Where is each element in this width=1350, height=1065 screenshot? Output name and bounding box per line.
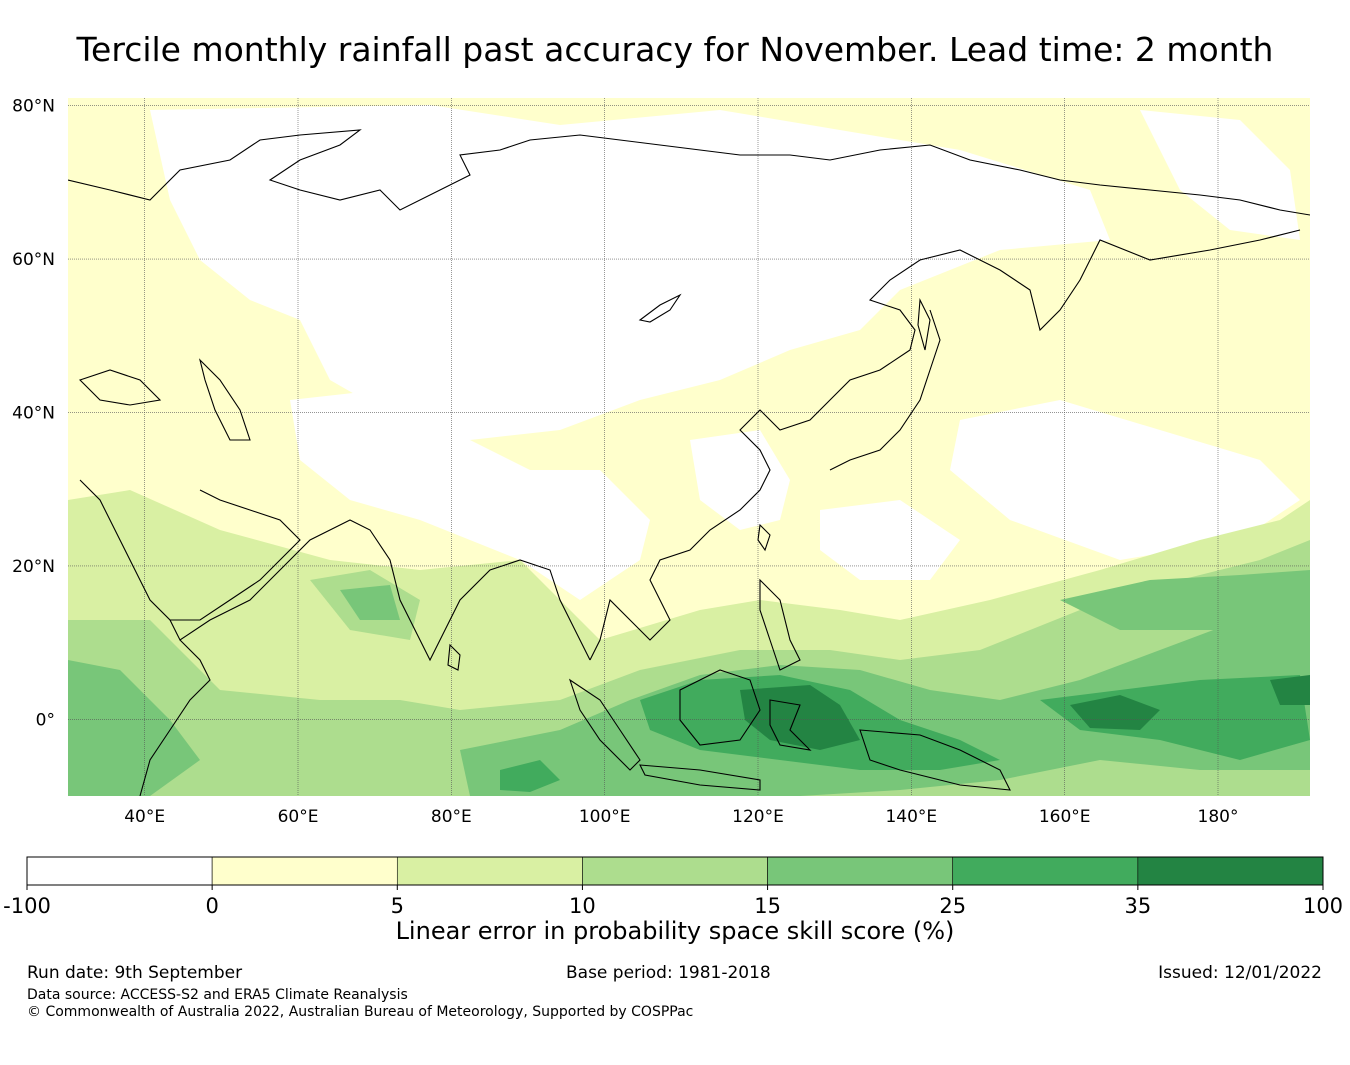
colorbar-swatch bbox=[582, 856, 768, 886]
map-gridlines bbox=[68, 98, 1310, 796]
colorbar-tick-label: 15 bbox=[754, 894, 781, 918]
colorbar-swatch bbox=[26, 856, 213, 886]
chart-title: Tercile monthly rainfall past accuracy f… bbox=[76, 30, 1274, 69]
colorbar-swatch bbox=[211, 856, 398, 886]
skill-15-25-region bbox=[1060, 570, 1310, 630]
skill-25-35-region bbox=[1040, 675, 1310, 760]
data-source: Data source: ACCESS-S2 and ERA5 Climate … bbox=[27, 987, 408, 1003]
coastline-sumatra bbox=[568, 678, 641, 771]
colorbar-tick-label: 35 bbox=[1124, 894, 1151, 918]
coastline-sakhalin bbox=[917, 297, 931, 351]
longitude-label: 120°E bbox=[732, 807, 784, 827]
latitude-label: 20°N bbox=[12, 557, 55, 577]
skill-15-25-region bbox=[68, 660, 200, 796]
coastline-philippines bbox=[759, 578, 801, 671]
colorbar-swatch bbox=[952, 856, 1139, 886]
skill-15-25-region bbox=[460, 600, 1310, 796]
issued-date: Issued: 12/01/2022 bbox=[1158, 963, 1322, 983]
longitude-label: 100°E bbox=[579, 807, 631, 827]
coastline-east-asia bbox=[589, 229, 1301, 661]
colorbar-tick-label: 0 bbox=[205, 894, 218, 918]
skill-15-25-region bbox=[340, 585, 400, 620]
colorbar-swatch bbox=[396, 856, 583, 886]
coastline-black-sea bbox=[78, 369, 162, 406]
longitude-label: 160°E bbox=[1039, 807, 1091, 827]
colorbar-swatch bbox=[767, 856, 954, 886]
skill-negative-region bbox=[290, 390, 650, 600]
coastline-sulawesi bbox=[769, 699, 812, 751]
longitude-label: 40°E bbox=[124, 807, 165, 827]
longitude-label: 180° bbox=[1198, 807, 1239, 827]
skill-negative-region bbox=[690, 430, 790, 530]
longitude-label: 140°E bbox=[885, 807, 937, 827]
colorbar-tick-label: 100 bbox=[1303, 894, 1343, 918]
skill-35-100-region bbox=[1070, 695, 1160, 730]
latitude-label: 80°N bbox=[12, 97, 55, 117]
coastline-java bbox=[639, 764, 761, 791]
coastline-caspian bbox=[198, 358, 251, 441]
coastline-sri-lanka bbox=[447, 643, 461, 671]
colorbar-tick-label: -100 bbox=[3, 894, 51, 918]
coastline-arabia bbox=[170, 489, 301, 621]
coastline-taiwan bbox=[757, 523, 771, 552]
colorbar-tick-label: 10 bbox=[569, 894, 596, 918]
coastline-new-guinea bbox=[859, 729, 1011, 791]
longitude-label: 80°E bbox=[431, 807, 472, 827]
latitude-label: 40°N bbox=[12, 403, 55, 423]
colorbar-swatch bbox=[1137, 856, 1324, 886]
coastline-japan bbox=[829, 309, 941, 471]
colorbar-tick-label: 5 bbox=[391, 894, 404, 918]
run-date: Run date: 9th September bbox=[27, 963, 243, 983]
colorbar: -100 0 5 10 15 25 35 100 bbox=[3, 856, 1343, 918]
coastline-north-eurasia bbox=[68, 129, 1310, 216]
skill-negative-region bbox=[820, 500, 960, 580]
latitude-labels: 80°N 60°N 40°N 20°N 0° bbox=[12, 97, 55, 731]
coastline-borneo bbox=[679, 669, 761, 746]
coastline-south-asia bbox=[79, 479, 591, 662]
latitude-label: 0° bbox=[36, 710, 55, 730]
colorbar-tick-label: 25 bbox=[939, 894, 966, 918]
copyright: © Commonwealth of Australia 2022, Austra… bbox=[27, 1004, 694, 1020]
coastline-baikal bbox=[638, 293, 682, 323]
latitude-label: 60°N bbox=[12, 250, 55, 270]
skill-25-35-region bbox=[500, 760, 560, 792]
coastlines bbox=[68, 129, 1310, 796]
colorbar-title: Linear error in probability space skill … bbox=[395, 917, 955, 945]
skill-field bbox=[68, 98, 1310, 796]
skill-negative-region bbox=[1140, 110, 1300, 240]
skill-35-100-region bbox=[1270, 675, 1310, 705]
skill-negative-region bbox=[950, 400, 1300, 560]
longitude-label: 60°E bbox=[278, 807, 319, 827]
longitude-labels: 40°E 60°E 80°E 100°E 120°E 140°E 160°E 180° bbox=[124, 807, 1238, 827]
coastline-africa-east bbox=[139, 639, 211, 796]
base-period: Base period: 1981-2018 bbox=[566, 963, 771, 983]
colorbar-frame bbox=[26, 856, 1324, 886]
skill-negative-region bbox=[150, 105, 1110, 440]
